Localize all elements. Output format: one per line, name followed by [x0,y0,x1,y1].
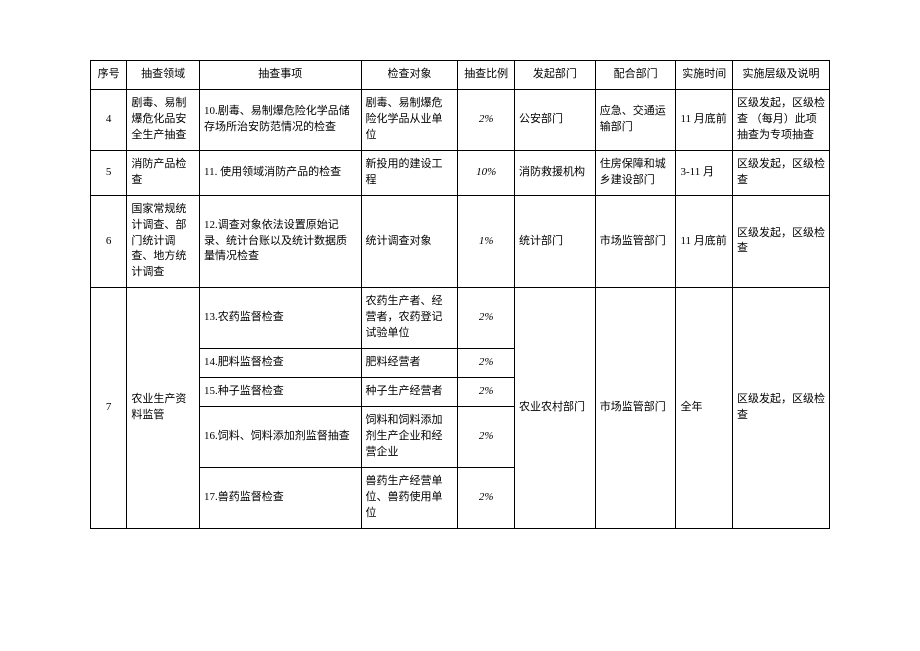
col-dept: 发起部门 [514,61,595,90]
cell-obj: 农药生产者、经营者，农药登记试验单位 [361,288,458,349]
cell-obj: 兽药生产经营单位、兽药使用单位 [361,467,458,528]
cell-ratio: 2% [458,407,515,468]
cell-seq: 4 [91,89,127,150]
table-header-row: 序号 抽查领域 抽查事项 检查对象 抽查比例 发起部门 配合部门 实施时间 实施… [91,61,830,90]
col-seq: 序号 [91,61,127,90]
cell-obj: 饲料和饲料添加剂生产企业和经营企业 [361,407,458,468]
cell-item: 10.剧毒、易制爆危险化学品储存场所治安防范情况的检查 [200,89,362,150]
inspection-table: 序号 抽查领域 抽查事项 检查对象 抽查比例 发起部门 配合部门 实施时间 实施… [90,60,830,529]
col-item: 抽查事项 [200,61,362,90]
cell-obj: 新投用的建设工程 [361,150,458,195]
cell-obj: 剧毒、易制爆危险化学品从业单位 [361,89,458,150]
cell-ratio: 2% [458,349,515,378]
cell-time: 全年 [676,288,733,528]
col-note: 实施层级及说明 [732,61,829,90]
cell-ratio: 1% [458,195,515,288]
cell-item: 17.兽药监督检查 [200,467,362,528]
cell-ratio: 2% [458,378,515,407]
cell-ratio: 2% [458,467,515,528]
cell-field: 农业生产资料监管 [127,288,200,528]
cell-time: 11 月底前 [676,89,733,150]
col-coop: 配合部门 [595,61,676,90]
table-row: 7 农业生产资料监管 13.农药监督检查 农药生产者、经营者，农药登记试验单位 … [91,288,830,349]
cell-dept: 消防救援机构 [514,150,595,195]
cell-coop: 住房保障和城乡建设部门 [595,150,676,195]
cell-obj: 肥料经营者 [361,349,458,378]
cell-field: 消防产品检查 [127,150,200,195]
cell-dept: 统计部门 [514,195,595,288]
cell-item: 11. 使用领域消防产品的检查 [200,150,362,195]
cell-item: 13.农药监督检查 [200,288,362,349]
col-ratio: 抽查比例 [458,61,515,90]
cell-dept: 农业农村部门 [514,288,595,528]
cell-note: 区级发起，区级检查 [732,150,829,195]
cell-time: 3-11 月 [676,150,733,195]
cell-seq: 5 [91,150,127,195]
table-row: 4 剧毒、易制爆危化品安全生产抽查 10.剧毒、易制爆危险化学品储存场所治安防范… [91,89,830,150]
cell-coop: 市场监管部门 [595,195,676,288]
cell-item: 15.种子监督检查 [200,378,362,407]
cell-time: 11 月底前 [676,195,733,288]
col-obj: 检查对象 [361,61,458,90]
table-row: 6 国家常规统计调查、部门统计调查、地方统计调查 12.调查对象依法设置原始记录… [91,195,830,288]
cell-obj: 统计调查对象 [361,195,458,288]
cell-item: 12.调查对象依法设置原始记录、统计台账以及统计数据质量情况检查 [200,195,362,288]
cell-note: 区级发起，区级检查 [732,288,829,528]
cell-item: 14.肥料监督检查 [200,349,362,378]
cell-note: 区级发起，区级检查 [732,195,829,288]
cell-dept: 公安部门 [514,89,595,150]
col-time: 实施时间 [676,61,733,90]
cell-ratio: 2% [458,288,515,349]
cell-field: 国家常规统计调查、部门统计调查、地方统计调查 [127,195,200,288]
cell-obj: 种子生产经营者 [361,378,458,407]
cell-coop: 市场监管部门 [595,288,676,528]
cell-field: 剧毒、易制爆危化品安全生产抽查 [127,89,200,150]
col-field: 抽查领域 [127,61,200,90]
cell-ratio: 2% [458,89,515,150]
table-row: 5 消防产品检查 11. 使用领域消防产品的检查 新投用的建设工程 10% 消防… [91,150,830,195]
cell-seq: 6 [91,195,127,288]
cell-note: 区级发起，区级检查 （每月）此项抽查为专项抽查 [732,89,829,150]
cell-seq: 7 [91,288,127,528]
cell-item: 16.饲料、饲料添加剂监督抽查 [200,407,362,468]
cell-ratio: 10% [458,150,515,195]
cell-coop: 应急、交通运输部门 [595,89,676,150]
